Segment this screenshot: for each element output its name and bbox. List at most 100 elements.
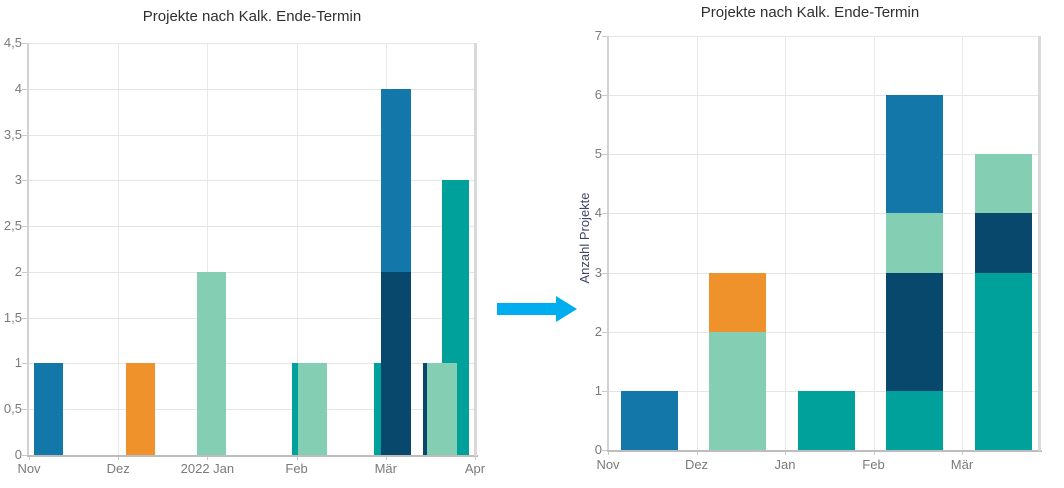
bar-Nov-blue[interactable]	[34, 363, 63, 455]
x-tick-label: Mär	[374, 461, 397, 476]
y-tick-label: 2	[14, 263, 22, 279]
gridline	[28, 363, 476, 365]
gridline	[296, 43, 298, 455]
y-tick-mark	[22, 409, 28, 411]
stack-segment-Mär-navy[interactable]	[974, 213, 1032, 273]
x-tick-label: Nov	[17, 461, 41, 476]
y-tick-label: 3	[14, 172, 22, 188]
y-tick-label: 0,5	[3, 401, 22, 417]
x-tick-mark	[296, 455, 298, 460]
y-tick-mark	[22, 180, 28, 182]
stack-segment-Feb-teal[interactable]	[886, 390, 943, 450]
gridline	[207, 43, 209, 455]
gridline	[608, 154, 1040, 156]
y-tick-mark	[602, 450, 608, 451]
y-tick-mark	[22, 317, 28, 319]
stack-segment-Mär-mint[interactable]	[974, 154, 1032, 214]
x-tick-label: 2022 Jan	[180, 461, 235, 476]
y-axis-line	[607, 36, 609, 450]
bar-2022 Jan-mint[interactable]	[196, 271, 226, 455]
bar-Apr-mint[interactable]	[426, 363, 457, 455]
gridline	[118, 43, 120, 455]
x-tick-label: Jan	[774, 457, 796, 472]
chart-title: Projekte nach Kalk. Ende-Termin	[700, 4, 920, 21]
stack-segment-Feb-navy[interactable]	[886, 272, 943, 391]
gridline	[608, 331, 1040, 333]
y-tick-mark	[602, 95, 608, 97]
gridline	[608, 272, 1040, 274]
x-tick-mark	[385, 455, 387, 460]
x-tick-mark	[118, 455, 120, 460]
y-tick-label: 6	[594, 87, 602, 103]
stack-segment-Feb-blue[interactable]	[886, 95, 943, 214]
gridline	[608, 36, 1040, 37]
bar-Feb-mint[interactable]	[298, 363, 327, 455]
y-tick-mark	[602, 272, 608, 274]
x-tick-label: Nov	[596, 457, 620, 472]
chart-title: Projekte nach Kalk. Ende-Termin	[142, 8, 362, 25]
y-tick-mark	[602, 390, 608, 392]
y-tick-label: 5	[594, 146, 602, 162]
y-tick-label: 0	[594, 442, 602, 457]
x-tick-mark	[29, 455, 30, 460]
arrow-head	[556, 296, 577, 322]
stack-segment-Dez-mint[interactable]	[709, 331, 766, 450]
y-tick-label: 4	[14, 80, 22, 96]
gridline	[608, 95, 1040, 97]
plot-area	[28, 43, 476, 455]
x-tick-label: Apr	[464, 461, 486, 476]
y-tick-label: 2	[594, 323, 602, 339]
x-tick-mark	[608, 450, 609, 455]
y-tick-mark	[602, 154, 608, 156]
y-tick-label: 1	[594, 382, 602, 398]
x-tick-mark	[207, 455, 209, 460]
stack-segment-Feb-mint[interactable]	[886, 213, 943, 273]
y-tick-mark	[22, 271, 28, 273]
bar-Mär-navy[interactable]	[380, 271, 411, 455]
gridline	[608, 213, 1040, 215]
y-tick-label: 4	[594, 205, 602, 221]
x-tick-mark	[962, 450, 963, 455]
gridline	[28, 134, 476, 136]
y-tick-label: 1	[14, 355, 22, 371]
y-tick-mark	[602, 213, 608, 215]
y-tick-label: 4,5	[3, 35, 22, 50]
gridline	[28, 43, 476, 44]
x-tick-mark	[696, 450, 698, 455]
y-tick-label: 1,5	[3, 309, 22, 325]
gridline	[873, 36, 875, 450]
x-axis-line	[27, 455, 478, 457]
x-tick-label: Mär	[950, 457, 974, 472]
stack-segment-Dez-orange[interactable]	[709, 272, 766, 332]
x-axis-line	[607, 450, 1042, 452]
y-tick-mark	[22, 134, 28, 136]
gridline	[785, 36, 786, 450]
y-tick-mark	[22, 226, 28, 228]
y-tick-label: 7	[594, 28, 602, 43]
stack-segment-Jan-teal[interactable]	[797, 390, 855, 450]
x-tick-label: Feb	[285, 461, 308, 476]
plot-right-border	[474, 43, 477, 456]
arrow-right-icon	[497, 296, 577, 322]
x-tick-label: Dez	[684, 457, 709, 472]
stack-segment-Nov-blue[interactable]	[620, 390, 678, 450]
stack-segment-Mär-teal[interactable]	[974, 272, 1032, 450]
arrow-shaft	[497, 303, 557, 315]
gridline	[28, 180, 476, 182]
y-tick-label: 3,5	[3, 126, 22, 142]
gridline	[28, 226, 476, 228]
y-tick-mark	[602, 331, 608, 333]
y-tick-mark	[22, 43, 28, 44]
x-tick-label: Feb	[862, 457, 885, 472]
gridline	[962, 36, 963, 450]
y-tick-label: 3	[594, 264, 602, 280]
bar-Dez-orange[interactable]	[126, 363, 155, 455]
y-tick-label: 0	[14, 447, 22, 462]
x-tick-mark	[475, 455, 476, 460]
y-tick-mark	[22, 88, 28, 90]
x-tick-label: Dez	[106, 461, 130, 476]
y-axis-line	[27, 43, 29, 455]
